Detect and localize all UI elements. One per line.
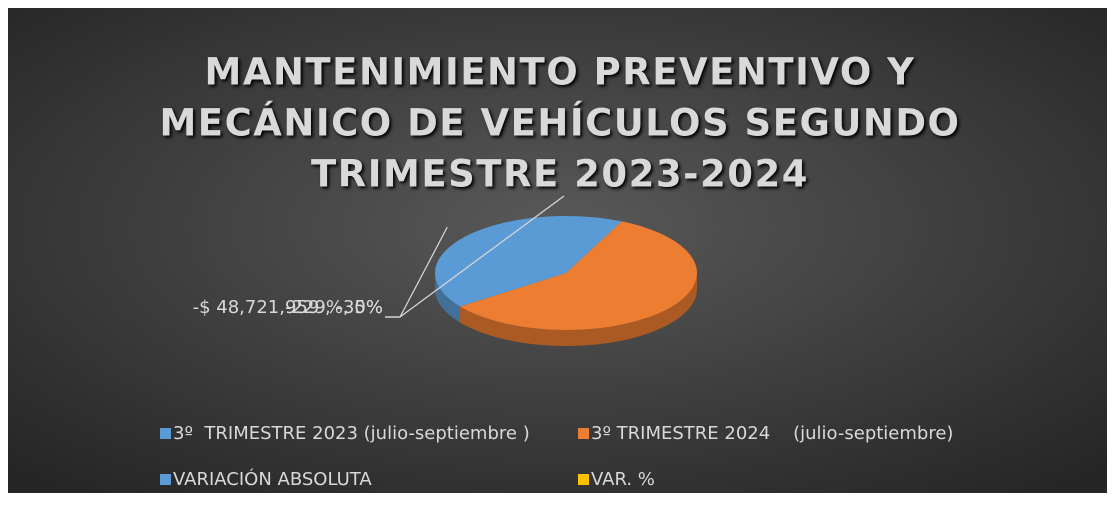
title-line: MANTENIMIENTO PREVENTIVO Y (205, 51, 916, 94)
legend-swatch (578, 474, 589, 485)
slice (460, 221, 697, 330)
legend-label: 3º TRIMESTRE 2024 (julio-septiembre) (591, 423, 953, 444)
legend-swatch (160, 428, 171, 439)
legend-label: 3º TRIMESTRE 2023 (julio-septiembre ) (173, 423, 530, 444)
title-line: MECÁNICO DE VEHÍCULOS SEGUNDO (159, 101, 960, 145)
chart-title: MANTENIMIENTO PREVENTIVO Y MECÁNICO DE VE… (159, 51, 960, 196)
slice (566, 216, 622, 273)
data-label: -229%, 0% (285, 297, 383, 318)
legend-label: VARIACIÓN ABSOLUTA (173, 468, 372, 490)
legend-swatch (160, 474, 171, 485)
slice-side (435, 273, 461, 323)
title-line: TRIMESTRE 2023-2024 (311, 153, 809, 196)
data-label: -$ 48,721,959 , -35% (193, 297, 383, 318)
slice (435, 216, 566, 307)
slice-side (460, 273, 697, 346)
legend-label: VAR. % (591, 469, 655, 490)
leader-line (385, 195, 565, 318)
legend-swatch (578, 428, 589, 439)
